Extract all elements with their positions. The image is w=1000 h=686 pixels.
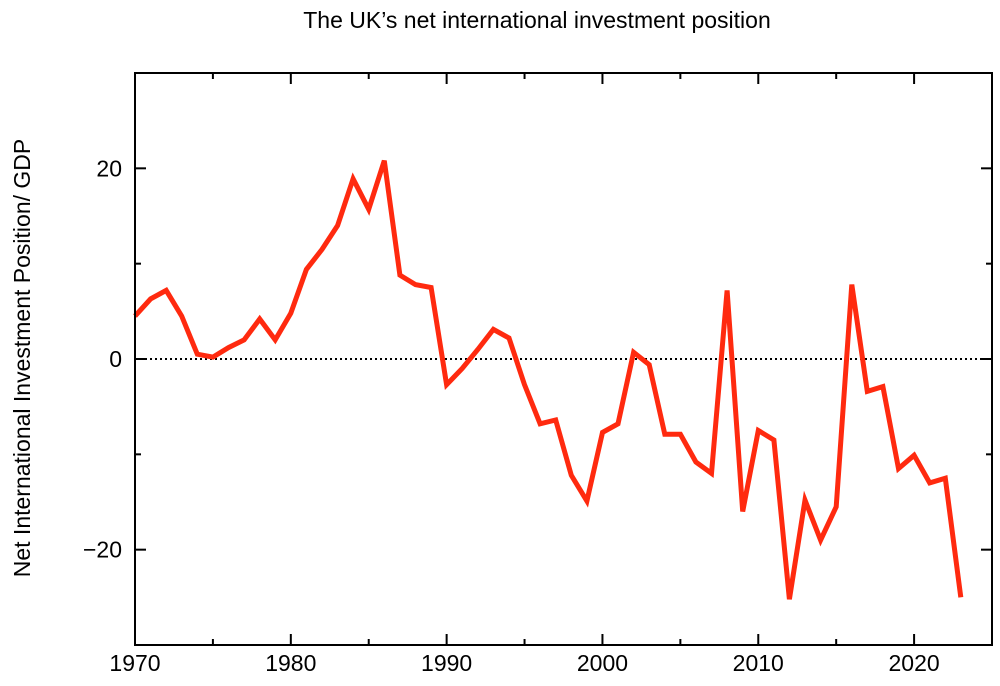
x-tick-label: 2000 (577, 650, 628, 676)
chart-title: The UK’s net international investment po… (303, 7, 771, 33)
y-tick-label: 0 (109, 346, 122, 372)
y-axis-label: Net International Investment Position/ G… (9, 139, 35, 578)
series-line-0 (133, 159, 964, 600)
x-tick-label: 1990 (421, 650, 472, 676)
x-tick-label: 1980 (265, 650, 316, 676)
x-tick-label: 2010 (733, 650, 784, 676)
x-tick-label: 2020 (889, 650, 940, 676)
y-tick-label: 20 (96, 155, 122, 181)
plot-area: 1970 1980 1990 2000 2010 2020 −20 0 20 (83, 72, 993, 676)
x-tick-label: 1970 (109, 650, 160, 676)
y-tick-label: −20 (83, 537, 122, 563)
